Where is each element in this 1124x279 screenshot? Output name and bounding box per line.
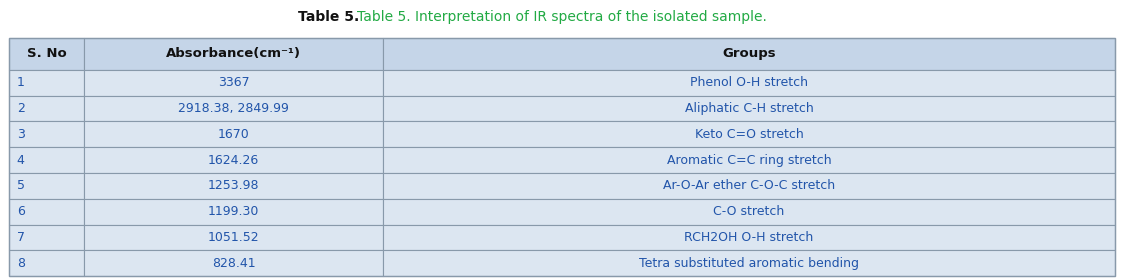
Text: 1624.26: 1624.26 (208, 154, 260, 167)
Bar (383, 199, 1115, 225)
Bar (9, 121, 84, 147)
Text: C-O stretch: C-O stretch (714, 205, 785, 218)
Text: Tetra substituted aromatic bending: Tetra substituted aromatic bending (638, 257, 859, 270)
Text: Table 5.: Table 5. (298, 10, 359, 24)
Text: 2: 2 (17, 102, 25, 115)
Text: 1051.52: 1051.52 (208, 231, 260, 244)
Bar (9, 225, 84, 251)
Bar (84, 121, 383, 147)
Text: 6: 6 (17, 205, 25, 218)
Bar (383, 96, 1115, 121)
Text: 3367: 3367 (218, 76, 250, 89)
Bar (9, 173, 84, 199)
Text: 828.41: 828.41 (211, 257, 255, 270)
Text: Phenol O-H stretch: Phenol O-H stretch (690, 76, 808, 89)
Text: 2918.38, 2849.99: 2918.38, 2849.99 (178, 102, 289, 115)
Text: 5: 5 (17, 179, 25, 193)
Bar (383, 251, 1115, 276)
Bar (84, 70, 383, 96)
Bar (84, 96, 383, 121)
Bar (84, 147, 383, 173)
Text: Aliphatic C-H stretch: Aliphatic C-H stretch (685, 102, 814, 115)
Text: 1670: 1670 (218, 128, 250, 141)
Text: Aromatic C=C ring stretch: Aromatic C=C ring stretch (667, 154, 832, 167)
Bar (9, 199, 84, 225)
Bar (84, 173, 383, 199)
Text: 4: 4 (17, 154, 25, 167)
Text: RCH2OH O-H stretch: RCH2OH O-H stretch (685, 231, 814, 244)
Bar (9, 96, 84, 121)
Text: Ar-O-Ar ether C-O-C stretch: Ar-O-Ar ether C-O-C stretch (663, 179, 835, 193)
Bar (383, 173, 1115, 199)
Text: Keto C=O stretch: Keto C=O stretch (695, 128, 804, 141)
Bar (84, 251, 383, 276)
Bar (383, 121, 1115, 147)
Bar (9, 38, 84, 70)
Bar (9, 251, 84, 276)
Bar (383, 70, 1115, 96)
Bar (383, 38, 1115, 70)
Text: Table 5. Interpretation of IR spectra of the isolated sample.: Table 5. Interpretation of IR spectra of… (357, 10, 767, 24)
Text: Absorbance(cm⁻¹): Absorbance(cm⁻¹) (166, 47, 301, 60)
Bar (84, 199, 383, 225)
Bar (383, 147, 1115, 173)
Text: 1253.98: 1253.98 (208, 179, 260, 193)
Text: 3: 3 (17, 128, 25, 141)
Text: S. No: S. No (27, 47, 66, 60)
Bar (9, 38, 1115, 276)
Text: 1: 1 (17, 76, 25, 89)
Text: 1199.30: 1199.30 (208, 205, 260, 218)
Bar (383, 225, 1115, 251)
Text: 7: 7 (17, 231, 25, 244)
Bar (84, 225, 383, 251)
Bar (84, 38, 383, 70)
Text: Groups: Groups (722, 47, 776, 60)
Bar (9, 147, 84, 173)
Text: 8: 8 (17, 257, 25, 270)
Bar (9, 70, 84, 96)
